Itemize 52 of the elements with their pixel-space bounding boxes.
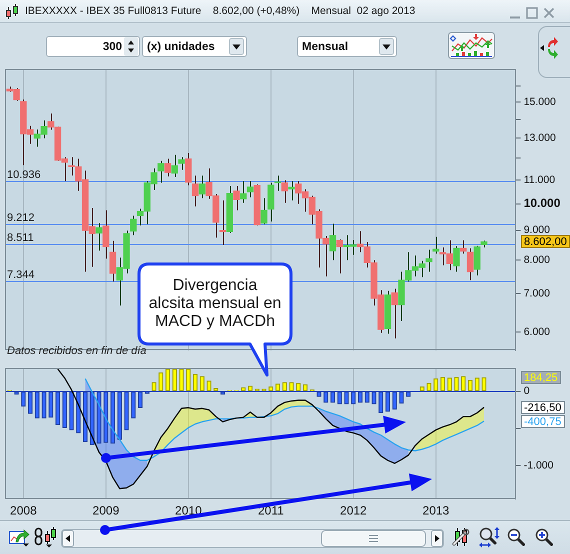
annotation: Datos recibidos en fin de día bbox=[7, 345, 146, 357]
candlestick bbox=[246, 180, 254, 198]
ref-line-label: 8.511 bbox=[7, 232, 34, 244]
candlestick bbox=[336, 238, 343, 274]
y-tick-label: 15.000 bbox=[524, 96, 556, 108]
text: -400,75 bbox=[524, 416, 562, 428]
x-tick-label: 2008 bbox=[10, 504, 38, 518]
candlestick bbox=[453, 246, 460, 272]
candlestick bbox=[329, 223, 336, 261]
candlestick bbox=[219, 200, 226, 246]
text: -216,50 bbox=[524, 402, 562, 414]
y-tick-label: 10.000 bbox=[524, 196, 561, 210]
y-tick-label: 6.000 bbox=[524, 326, 550, 338]
candlestick bbox=[192, 175, 199, 207]
candlestick bbox=[260, 198, 268, 225]
ref-line-label: 9.212 bbox=[7, 212, 35, 224]
candlestick bbox=[130, 215, 137, 236]
chart-title: IBEXXXXX - IBEX 35 Full0813 Future 8.602,00 (+0,48%) Mensual 02 ago 2013 bbox=[25, 5, 416, 18]
candlestick bbox=[391, 288, 398, 339]
text: 184,25 bbox=[524, 372, 558, 384]
candlestick bbox=[171, 154, 178, 178]
candlestick bbox=[102, 210, 110, 260]
x-tick-label: 2010 bbox=[175, 504, 202, 518]
candlestick bbox=[233, 185, 240, 211]
candlestick bbox=[240, 180, 247, 204]
candlestick bbox=[178, 156, 185, 170]
candlestick bbox=[274, 175, 282, 192]
candlestick bbox=[474, 245, 480, 276]
text: 8.602,00 bbox=[524, 236, 567, 248]
x-tick-label: 2012 bbox=[340, 504, 368, 518]
y-tick-label: 8.000 bbox=[524, 254, 550, 266]
y-tick-label: 0 bbox=[524, 385, 530, 398]
candlestick bbox=[426, 249, 432, 272]
candlestick bbox=[164, 158, 172, 177]
x-tick-label: 2013 bbox=[422, 504, 450, 518]
ref-line-label: 7.344 bbox=[7, 268, 35, 281]
candlestick bbox=[109, 240, 116, 282]
candlestick bbox=[460, 240, 467, 254]
x-tick-label: 2009 bbox=[92, 504, 120, 518]
candlestick bbox=[96, 222, 102, 252]
ref-line-label: 10.936 bbox=[7, 168, 41, 181]
candlestick bbox=[158, 160, 164, 184]
candlestick bbox=[198, 175, 206, 199]
candlestick bbox=[281, 180, 288, 204]
y-tick-label: 9.000 bbox=[524, 224, 550, 236]
candlestick bbox=[288, 180, 295, 201]
y-tick-label: 11.000 bbox=[524, 174, 556, 186]
y-tick-label: -1.000 bbox=[524, 459, 554, 472]
candlestick bbox=[466, 248, 474, 281]
annotation: Divergencia alcsita mensual en MACD y MACDh bbox=[148, 277, 282, 331]
y-tick-label: 7.000 bbox=[524, 287, 550, 300]
y-tick-label: 13.000 bbox=[524, 132, 556, 144]
